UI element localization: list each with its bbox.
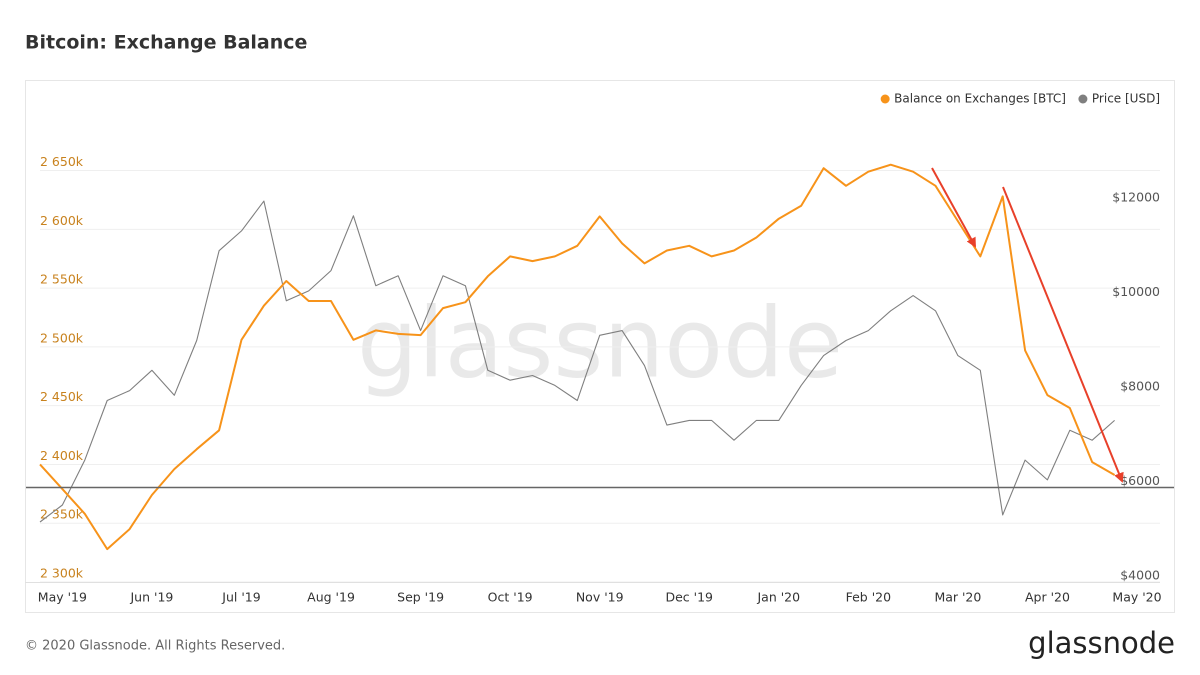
footer: © 2020 Glassnode. All Rights Reserved. — [25, 639, 285, 654]
legend-swatch — [1078, 94, 1088, 104]
x-tick-label: Dec '19 — [665, 590, 713, 605]
x-tick-label: Sep '19 — [397, 590, 444, 605]
x-tick-label: Mar '20 — [934, 590, 981, 605]
arrow — [1002, 186, 1124, 483]
chart-title: Bitcoin: Exchange Balance — [25, 32, 307, 54]
x-tick-label: Jun '19 — [130, 590, 174, 605]
y-tick-label: 2 450k — [40, 389, 84, 404]
series-line — [39, 200, 1115, 523]
x-tick-label: May '19 — [38, 590, 87, 605]
y2-tick-label: $4000 — [1120, 568, 1160, 583]
x-tick-label: Apr '20 — [1025, 590, 1070, 605]
series-line — [39, 163, 1116, 551]
y2-tick-label: $6000 — [1120, 473, 1160, 488]
y-tick-label: 2 500k — [40, 330, 84, 345]
x-tick-label: Oct '19 — [488, 590, 533, 605]
legend-label: Price [USD] — [1092, 92, 1160, 106]
x-tick-label: Nov '19 — [576, 590, 624, 605]
x-tick-label: May '20 — [1112, 590, 1161, 605]
x-tick-label: Jul '19 — [221, 590, 260, 605]
y2-tick-label: $8000 — [1120, 378, 1160, 393]
arrow — [931, 167, 976, 248]
y-tick-label: 2 550k — [40, 272, 84, 287]
y-tick-label: 2 650k — [40, 154, 84, 169]
grid: 2 300k 2 350k 2 400k 2 450k 2 500k 2 550k 2 60… — [25, 154, 1162, 605]
logo: glassnode — [1028, 626, 1175, 660]
x-tick-label: Jan '20 — [756, 590, 800, 605]
y-tick-label: 2 350k — [40, 507, 84, 522]
y-tick-label: 2 400k — [40, 448, 84, 463]
watermark: glassnode — [357, 287, 843, 399]
y-tick-label: 2 600k — [40, 213, 84, 228]
y2-tick-label: $10000 — [1112, 284, 1160, 299]
y-tick-label: 2 300k — [40, 566, 84, 581]
legend-swatch — [880, 94, 890, 104]
legend: Price [USD] Balance on Exchanges [BTC] — [880, 92, 1160, 106]
x-tick-label: Aug '19 — [307, 590, 355, 605]
x-tick-label: Feb '20 — [846, 590, 891, 605]
series — [26, 163, 1174, 551]
chart-frame — [25, 80, 1175, 613]
legend-label: Balance on Exchanges [BTC] — [894, 92, 1066, 106]
y2-tick-label: $12000 — [1112, 189, 1160, 204]
